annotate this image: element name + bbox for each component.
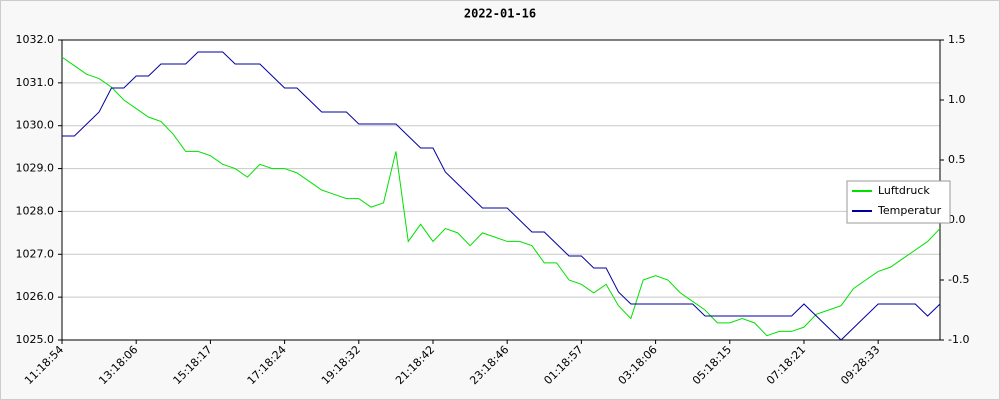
legend-box bbox=[846, 180, 951, 224]
y-tick-label: 1026.0 bbox=[16, 290, 55, 303]
legend: Luftdruck Temperatur bbox=[846, 180, 951, 224]
y-tick-label: 1031.0 bbox=[16, 76, 55, 89]
y2-tick-label: -1.0 bbox=[948, 333, 969, 346]
y2-tick-label: 1.0 bbox=[948, 93, 966, 106]
y2-tick-label: 0.5 bbox=[948, 153, 966, 166]
y2-tick-label: -0.5 bbox=[948, 273, 969, 286]
y2-tick-label: 1.5 bbox=[948, 33, 966, 46]
legend-label: Luftdruck bbox=[878, 184, 930, 197]
chart-title: 2022-01-16 bbox=[464, 7, 536, 21]
y-tick-label: 1030.0 bbox=[16, 119, 55, 132]
plot-area bbox=[62, 40, 940, 340]
y-tick-label: 1032.0 bbox=[16, 33, 55, 46]
y-tick-label: 1029.0 bbox=[16, 162, 55, 175]
y-tick-label: 1027.0 bbox=[16, 247, 55, 260]
y2-tick-label: 0.0 bbox=[948, 213, 966, 226]
series-line bbox=[62, 51, 941, 341]
series-line bbox=[61, 56, 941, 337]
legend-label: Temperatur bbox=[877, 204, 942, 217]
y-tick-label: 1025.0 bbox=[16, 333, 55, 346]
y-tick-label: 1028.0 bbox=[16, 204, 55, 217]
